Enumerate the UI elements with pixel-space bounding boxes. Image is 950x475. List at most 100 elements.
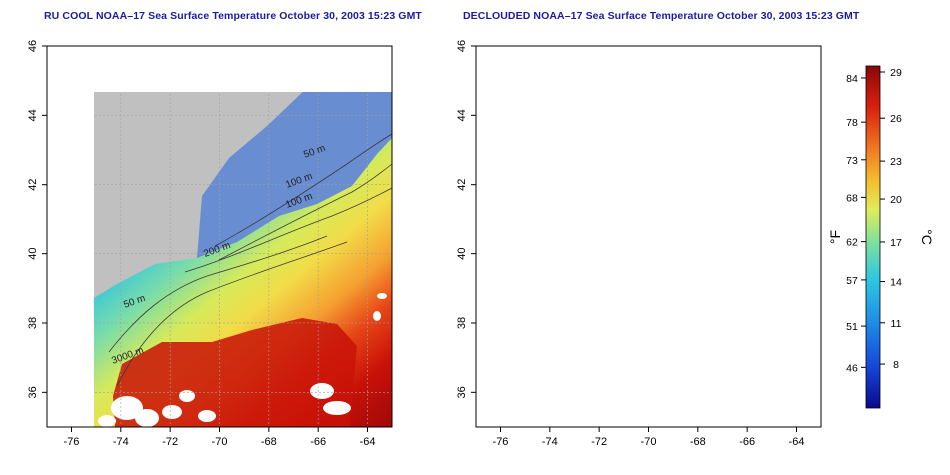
cloud-mask	[752, 266, 800, 286]
colorbar-gradient	[865, 65, 881, 409]
y-tick-label: 38	[456, 317, 468, 329]
y-tick-label: 40	[456, 248, 468, 260]
cloud-mask	[688, 282, 704, 290]
cloud-mask	[646, 388, 706, 424]
colorbar-f-tick-label: 51	[846, 321, 858, 333]
contour-label: 200 m	[631, 240, 661, 260]
bathymetry-contour	[614, 188, 821, 272]
colorbar-c-tick-label: 17	[890, 237, 902, 249]
y-tick-label: 46	[456, 40, 468, 52]
lake	[628, 74, 634, 78]
cloud-mask	[135, 409, 159, 427]
cloud-mask	[377, 293, 387, 299]
cloud-mask	[724, 233, 744, 249]
bathymetry-contour	[184, 187, 393, 273]
cloud-mask	[111, 396, 143, 420]
lake	[478, 153, 484, 159]
cloud-mask	[796, 199, 816, 213]
x-tick-label: -72	[591, 436, 607, 448]
left-map-title: RU COOL NOAA–17 Sea Surface Temperature …	[44, 10, 422, 22]
y-tick-label: 46	[27, 40, 39, 52]
cloud-mask	[769, 143, 793, 159]
x-tick-label: -64	[789, 436, 805, 448]
x-tick-label: -72	[162, 436, 178, 448]
cloud-mask	[737, 215, 765, 227]
bathymetry-contour	[218, 163, 393, 261]
cloud-mask	[704, 240, 728, 252]
land-area	[476, 46, 821, 427]
cloud-mask	[537, 401, 565, 421]
bathymetry-contour	[214, 133, 393, 247]
x-tick-label: -66	[310, 436, 326, 448]
cloud-mask	[551, 347, 561, 355]
x-tick-label: -66	[739, 436, 755, 448]
colorbar-f-tick-label: 46	[846, 362, 858, 374]
cloud-mask	[323, 401, 351, 415]
colorbar-c-tick-label: 20	[890, 194, 902, 206]
colorbar-c-tick-label: 8	[893, 359, 899, 371]
colorbar-c-tick-label: 23	[890, 156, 902, 168]
bathymetry-contour	[538, 236, 756, 352]
bathymetry-contour	[116, 241, 348, 387]
lake	[120, 63, 128, 69]
cloud-mask	[624, 341, 648, 351]
lake	[59, 107, 65, 115]
y-tick-label: 36	[27, 386, 39, 398]
y-tick-label: 38	[27, 317, 39, 329]
map-frame	[475, 45, 822, 428]
contour-label: 100 m	[713, 191, 743, 211]
y-tick-label: 42	[27, 179, 39, 191]
contour-label: 100 m	[713, 171, 743, 191]
cloud-mask	[41, 40, 43, 42]
contour-label: 3000 m	[539, 345, 574, 367]
lake	[199, 74, 205, 78]
colorbar-c-tick-label: 29	[890, 67, 902, 79]
bathymetry-contour	[644, 134, 821, 246]
colorbar-f-tick-label: 84	[846, 73, 858, 85]
cloud-mask	[560, 366, 572, 386]
cloud-mask	[162, 405, 182, 419]
cloud-mask	[98, 415, 116, 427]
cloud-mask	[765, 361, 797, 421]
cloud-mask	[784, 332, 804, 360]
cloud-mask	[628, 354, 684, 398]
colorbar-c-tick-label: 11	[891, 318, 902, 330]
cloud-mask	[179, 390, 195, 402]
lake	[549, 63, 557, 69]
sea-surface-temperature-field	[476, 138, 821, 427]
cold-water-region	[626, 64, 821, 258]
x-tick-label: -74	[113, 436, 129, 448]
colorbar-f-tick-label: 78	[846, 117, 858, 129]
colorbar: 84 78 73 68 62 57 51 46 29 26 23 20 17 14 11 8 °F °C	[827, 65, 935, 409]
y-tick-label: 44	[27, 109, 39, 121]
colorbar-c-tick-label: 26	[890, 113, 902, 125]
cloud-mask	[578, 406, 634, 430]
colorbar-f-tick-label: 73	[846, 155, 858, 167]
colorbar-c-tick-label: 14	[890, 277, 902, 289]
y-tick-label: 36	[456, 386, 468, 398]
cloud-mask	[373, 311, 381, 321]
cloud-mask	[808, 260, 824, 272]
bathymetry-contour	[108, 235, 328, 353]
x-tick-label: -68	[690, 436, 706, 448]
x-tick-label: -74	[542, 436, 558, 448]
x-tick-label: -70	[212, 436, 228, 448]
bathymetry-contour	[648, 164, 821, 260]
right-map-panel: 50 m 100 m 200 m 50 m 3000 m 100 m -76 -74 -72 -7…	[456, 40, 824, 448]
x-tick-label: -76	[64, 436, 80, 448]
contour-label: 50 m	[551, 293, 576, 311]
cloud-mask	[738, 352, 774, 380]
x-tick-label: -64	[360, 436, 376, 448]
colorbar-f-tick-label: 57	[846, 275, 858, 287]
x-tick-label: -76	[493, 436, 509, 448]
bathymetry-contour	[546, 242, 776, 386]
gulf-stream-warm-water	[113, 318, 357, 427]
celsius-unit-label: °C	[919, 229, 935, 245]
x-tick-label: -68	[261, 436, 277, 448]
cloud-mask	[310, 383, 334, 399]
y-tick-label: 44	[456, 109, 468, 121]
lake	[49, 153, 55, 159]
contour-label: 50 m	[731, 143, 756, 161]
